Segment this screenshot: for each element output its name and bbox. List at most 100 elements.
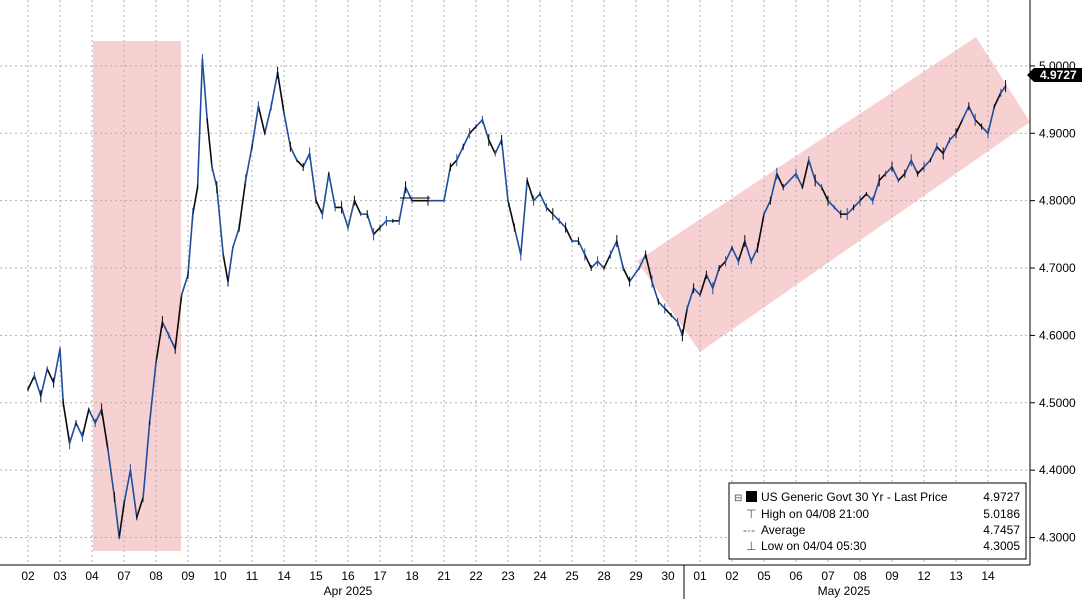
series-line-segment (468, 125, 477, 135)
series-line-segment (948, 132, 957, 141)
series-line-segment (353, 199, 362, 215)
series-line-segment (967, 105, 977, 121)
last-price-badge-shape (1027, 68, 1082, 82)
series-line-segment (670, 314, 679, 323)
series-line-segment (100, 408, 109, 451)
legend-expand-icon[interactable]: ⊟ (734, 493, 742, 504)
y-tick-label: 4.9000 (1039, 126, 1076, 140)
legend-average-icon: -·- (743, 523, 755, 537)
series-line-segment (238, 179, 247, 229)
series-line-segment (628, 267, 641, 283)
series-line-segment (46, 368, 55, 384)
series-line-segment (27, 375, 36, 391)
series-line-segment (769, 172, 778, 202)
series-line-segment (999, 85, 1007, 94)
series-line-segment (859, 193, 868, 202)
series-line-segment (232, 226, 240, 249)
series-line-segment (59, 348, 65, 404)
series-layer (27, 54, 1007, 540)
y-axis: 4.3000 4.4000 4.5000 4.6000 4.7000 4.8000 4.90… (1029, 0, 1076, 565)
x-tick-label: 18 (405, 569, 419, 583)
highlight-april-rally-band (93, 41, 181, 551)
series-line-segment (942, 139, 951, 155)
series-line-segment (222, 253, 229, 283)
y-tick-label: 4.6000 (1039, 328, 1076, 342)
series-line-segment (590, 260, 599, 269)
series-line-segment (737, 240, 746, 263)
series-line-segment (577, 240, 586, 256)
series-line-segment (558, 220, 567, 229)
series-line-segment (302, 152, 311, 168)
series-line-segment (551, 213, 561, 222)
series-line-segment (865, 193, 874, 202)
x-tick-label: 08 (149, 569, 163, 583)
x-tick-label: 08 (853, 569, 867, 583)
series-line-segment (820, 186, 829, 202)
series-line-segment (993, 92, 1002, 108)
series-line-segment (75, 422, 84, 438)
x-tick-label: 14 (981, 569, 995, 583)
series-line-segment (494, 139, 503, 155)
x-tick-label: 05 (757, 569, 771, 583)
x-axis: 02 03 04 07 08 09 10 11 14 15 16 17 18 21 22 23 24 25 28 29… (0, 564, 1030, 599)
series-line-segment (62, 401, 71, 445)
series-line-segment (455, 145, 465, 162)
series-line-segment (315, 199, 324, 215)
x-tick-label: 21 (437, 569, 451, 583)
series-line-segment (622, 267, 631, 283)
x-tick-label: 07 (821, 569, 835, 583)
series-line-segment (609, 240, 618, 256)
series-line-segment (443, 166, 452, 202)
series-line-segment (782, 172, 797, 188)
legend-low-icon: ⊥ (746, 539, 756, 553)
y-tick-label: 4.7000 (1039, 261, 1076, 275)
x-tick-label: 13 (949, 569, 963, 583)
series-line-segment (891, 166, 900, 182)
series-line-segment (308, 152, 317, 202)
gridlines (0, 0, 1030, 565)
series-line-segment (871, 179, 881, 202)
series-line-segment (961, 105, 970, 121)
series-line-segment (118, 503, 125, 539)
series-line-segment (644, 253, 653, 283)
series-line-segment (283, 112, 292, 148)
series-line-segment (276, 71, 285, 114)
series-line-segment (180, 273, 189, 296)
last-price-text: 4.9727 (1040, 68, 1077, 82)
series-line-segment (603, 253, 612, 269)
series-line-segment (379, 220, 388, 229)
highlight-regions (93, 37, 1030, 551)
series-line-segment (168, 334, 176, 350)
y-tick-label: 4.3000 (1039, 531, 1076, 545)
y-tick-label: 4.4000 (1039, 463, 1076, 477)
series-line-segment (136, 496, 144, 519)
series-line-segment (615, 240, 625, 269)
series-line-segment (827, 199, 836, 209)
series-line-segment (795, 172, 804, 188)
x-tick-label: 29 (629, 569, 643, 583)
series-line-segment (718, 260, 727, 269)
series-line-segment (52, 348, 61, 384)
series-line-segment (347, 199, 356, 229)
series-line-segment (155, 321, 164, 364)
legend-high-label: High on 04/08 21:00 (761, 507, 869, 521)
series-line-segment (935, 145, 945, 155)
series-line-segment (526, 179, 535, 202)
series-line-segment (651, 280, 660, 303)
series-line-segment (244, 145, 253, 182)
series-line-segment (532, 193, 541, 202)
series-line-segment (398, 186, 407, 222)
series-line-segment (638, 253, 647, 269)
last-price-badge: 4.9727 (1027, 68, 1082, 82)
series-line-segment (763, 199, 772, 215)
series-line-segment (33, 375, 42, 397)
series-line-segment (88, 408, 96, 424)
series-line-segment (404, 186, 413, 202)
x-tick-label: 03 (53, 569, 67, 583)
x-tick-label: 02 (725, 569, 739, 583)
series-line-segment (974, 119, 983, 128)
legend-average-label: Average (761, 523, 806, 537)
series-line-segment (475, 119, 484, 128)
series-line-segment (692, 287, 701, 296)
